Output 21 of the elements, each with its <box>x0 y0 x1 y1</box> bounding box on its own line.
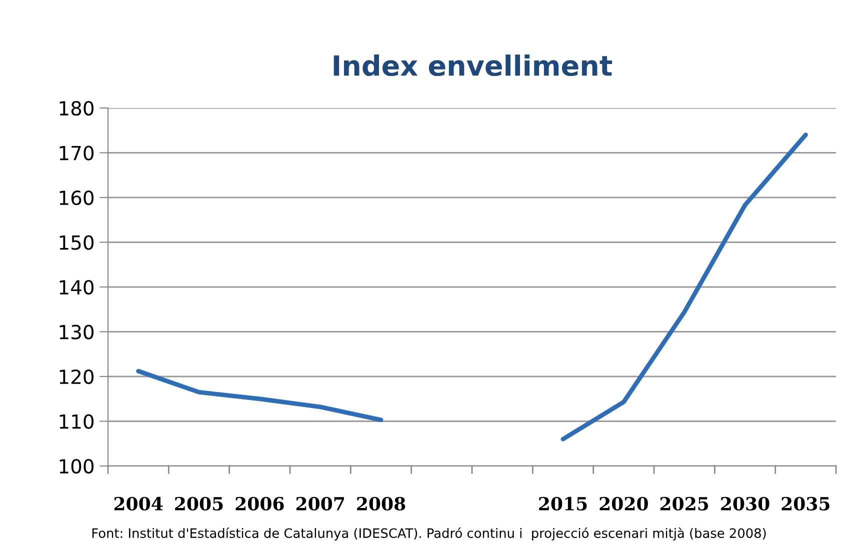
x-tick-label: 2020 <box>600 496 648 511</box>
y-tick-label: 180 <box>60 100 94 116</box>
y-tick-label: 130 <box>60 324 94 340</box>
x-tick-label: 2035 <box>782 496 830 511</box>
y-tick-label: 110 <box>60 414 94 429</box>
x-tick-label: 2005 <box>175 496 223 511</box>
y-tick-label: 100 <box>60 458 94 474</box>
x-tick-label: 2006 <box>236 496 284 511</box>
chart-title: Index envelliment <box>334 54 612 76</box>
y-tick-label: 150 <box>60 235 94 250</box>
y-tick-label: 170 <box>60 146 94 160</box>
text: Font: Institut d'Estadística de Catalunya (IDESCAT). Padró continu i projecció escenari mitjà (base 2008) <box>92 527 766 541</box>
x-tick-label: 2007 <box>296 496 344 511</box>
x-tick-label: 2008 <box>357 496 406 511</box>
y-tick-label: 120 <box>60 369 94 384</box>
y-tick-label: 140 <box>60 280 94 295</box>
x-tick-label: 2015 <box>539 496 587 511</box>
x-tick-label: 2025 <box>660 496 708 511</box>
x-tick-label: 2030 <box>721 496 770 511</box>
y-tick-label: 160 <box>60 190 94 206</box>
x-tick-label: 2004 <box>114 496 163 511</box>
